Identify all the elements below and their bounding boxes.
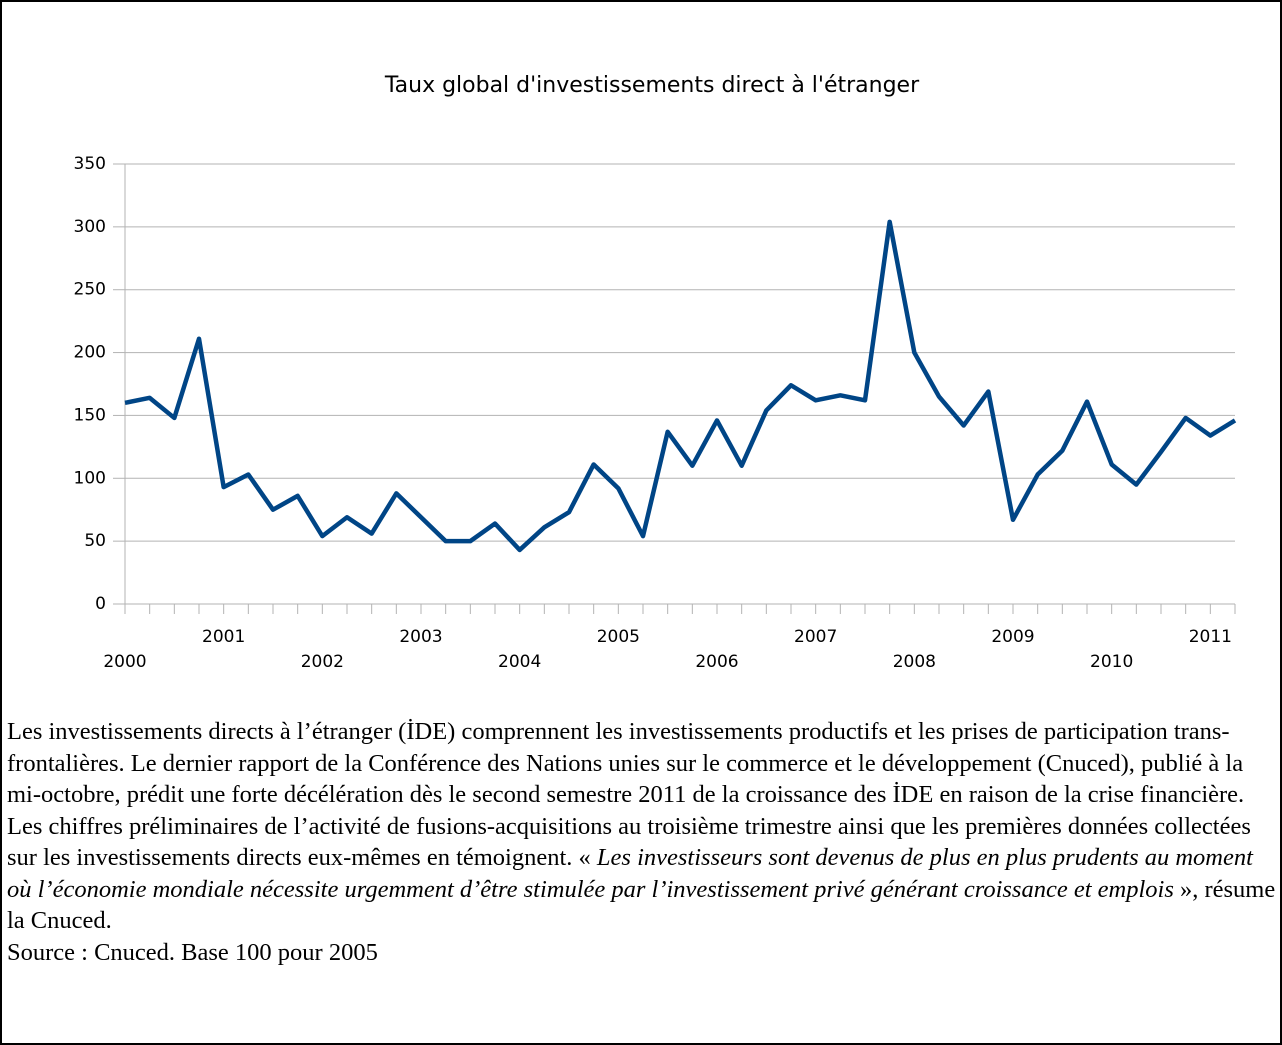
data-line <box>124 219 1237 553</box>
y-tick-label: 350 <box>74 154 106 174</box>
y-tick-label: 250 <box>74 280 106 300</box>
x-tick-label: 2008 <box>893 652 936 672</box>
x-tick-label: 2006 <box>695 652 738 672</box>
chart-title: Taux global d'investissements direct à l… <box>384 73 920 98</box>
source: Source : Cnuced. Base 100 pour 2005 <box>7 938 378 966</box>
chart: Taux global d'investissements direct à l… <box>74 73 1237 672</box>
y-tick-label: 0 <box>95 594 106 614</box>
y-tick-label: 50 <box>84 531 106 551</box>
x-tick-label: 2005 <box>597 627 640 647</box>
y-tick-label: 150 <box>74 405 106 425</box>
x-tick-label: 2002 <box>301 652 344 672</box>
y-tick-label: 100 <box>74 468 106 488</box>
y-tick-label: 200 <box>74 343 106 363</box>
x-tick-label: 2003 <box>399 627 442 647</box>
x-tick-label: 2009 <box>991 627 1034 647</box>
x-tick-label: 2007 <box>794 627 837 647</box>
x-tick-label: 2010 <box>1090 652 1133 672</box>
x-tick-label: 2001 <box>202 627 245 647</box>
x-tick-label: 2011 <box>1189 627 1232 647</box>
x-tick-label: 2004 <box>498 652 541 672</box>
y-tick-label: 300 <box>74 217 106 237</box>
text-outro: », résume la Cnuced. <box>7 875 1276 935</box>
text-intro: Les investissements directs à l’étranger… <box>7 718 1251 871</box>
x-tick-label: 2000 <box>103 652 146 672</box>
text-quote: Les investisseurs sont devenus de plus e… <box>7 844 1253 903</box>
paragraph: Les investissements directs à l’étranger… <box>7 716 1277 968</box>
